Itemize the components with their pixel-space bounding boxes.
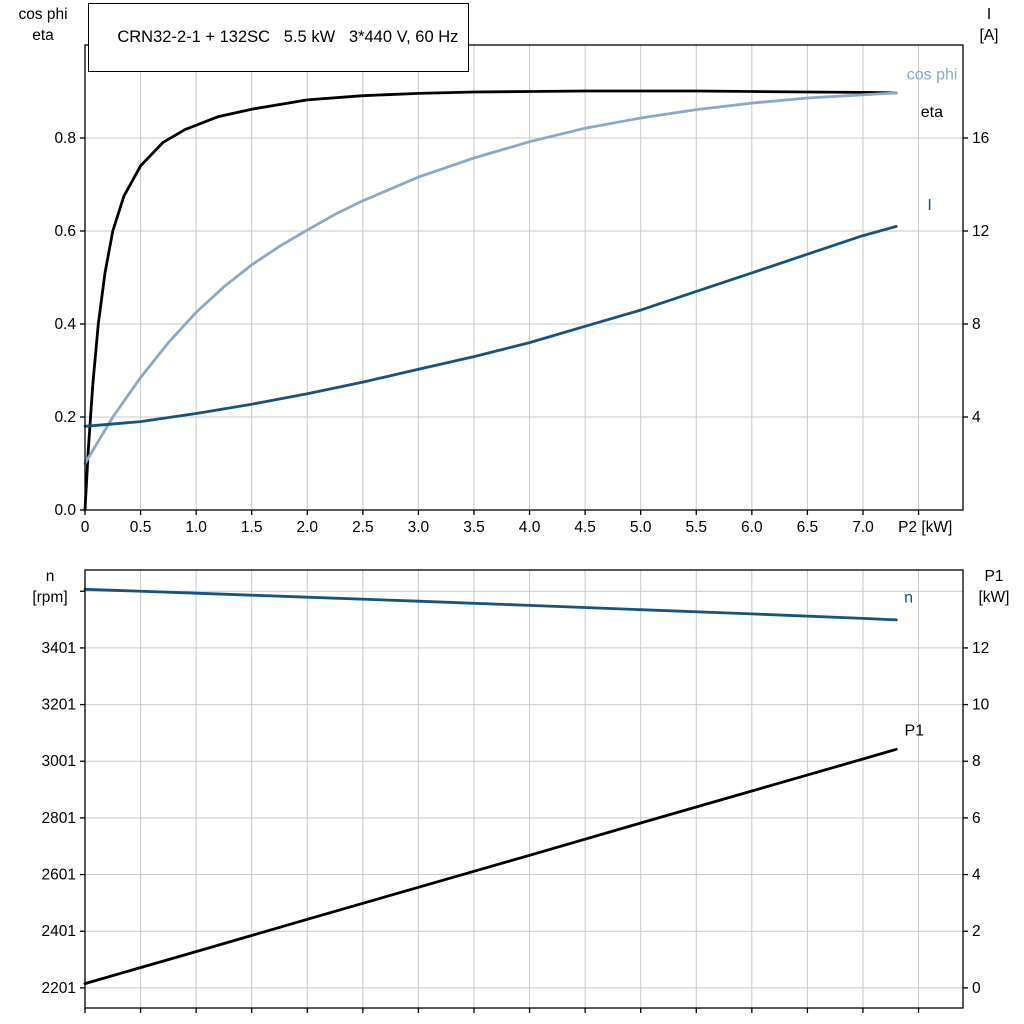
x-tick-label: 6.5	[797, 519, 819, 536]
x-tick-label: 2.5	[352, 519, 374, 536]
x-tick-label: 4.0	[519, 519, 541, 536]
curve-n	[83, 587, 898, 622]
y-right-tick-label: 4	[972, 409, 981, 426]
axis-title-current-unit: [A]	[979, 27, 999, 44]
y-right-tick-label: 0	[972, 980, 981, 997]
curve-label-P1: P1	[905, 723, 925, 740]
y-left-tick-label: 3401	[42, 640, 76, 657]
top-left-axis-title: cos phi eta	[8, 4, 78, 46]
x-tick-label: 1.0	[185, 519, 207, 536]
y-right-tick-label: 8	[972, 316, 981, 333]
curve-P1	[83, 747, 898, 985]
y-right-tick-label: 16	[972, 130, 989, 147]
x-tick-label: 3.0	[408, 519, 430, 536]
plot-frame	[84, 44, 964, 511]
y-left-tick-label: 2801	[42, 810, 76, 827]
y-right-tick-label: 10	[972, 697, 990, 714]
x-tick-label: 0.5	[130, 519, 152, 536]
bottom-right-axis-title: P1 [kW]	[966, 566, 1022, 608]
axis-title-cos-phi: cos phi	[18, 6, 68, 23]
bottom-left-axis-title: n [rpm]	[16, 566, 84, 608]
y-right-tick-label: 2	[972, 923, 981, 940]
x-tick-label: 6.0	[741, 519, 763, 536]
axis-title-eta: eta	[32, 27, 54, 44]
chart-title: CRN32-2-1 + 132SC 5.5 kW 3*440 V, 60 Hz	[117, 28, 459, 46]
x-tick-label: 3.5	[463, 519, 485, 536]
x-tick-label: 5.0	[630, 519, 652, 536]
curve-cos-phi	[83, 91, 898, 465]
x-tick-label: 5.5	[685, 519, 707, 536]
curve-label-eta: eta	[921, 104, 943, 121]
y-right-tick-label: 12	[972, 640, 989, 657]
axis-title-current: I	[986, 6, 992, 23]
y-left-tick-label: 3001	[42, 753, 76, 770]
chart-title-box: CRN32-2-1 + 132SC 5.5 kW 3*440 V, 60 Hz	[88, 3, 470, 72]
x-axis-unit-label: P2 [kW]	[898, 519, 952, 536]
y-right-tick-label: 8	[972, 753, 981, 770]
y-left-tick-label: 0.2	[54, 409, 76, 426]
x-tick-label: 2.0	[296, 519, 318, 536]
y-left-tick-label: 2201	[42, 980, 76, 997]
axis-title-speed: n	[45, 568, 55, 585]
top-right-axis-title: I [A]	[962, 4, 1016, 46]
y-left-tick-label: 0.0	[54, 502, 76, 519]
y-right-tick-label: 6	[972, 810, 981, 827]
x-tick-label: 1.5	[241, 519, 263, 536]
axis-title-p1: P1	[984, 568, 1004, 585]
y-left-tick-label: 2401	[42, 923, 76, 940]
curve-eta	[83, 89, 898, 512]
plot-frame	[84, 569, 964, 1009]
curve-label-n: n	[904, 589, 913, 606]
axis-title-speed-unit: [rpm]	[32, 589, 68, 606]
y-left-tick-label: 0.8	[54, 130, 76, 147]
y-left-tick-label: 2601	[42, 867, 76, 884]
axis-title-p1-unit: [kW]	[978, 589, 1010, 606]
x-tick-label: 0	[81, 519, 90, 536]
y-right-tick-label: 4	[972, 867, 981, 884]
y-right-tick-label: 12	[972, 223, 989, 240]
x-tick-label: 7.0	[852, 519, 874, 536]
curve-I	[83, 224, 898, 428]
curve-label-I: I	[927, 197, 931, 214]
y-left-tick-label: 0.6	[54, 223, 76, 240]
x-tick-label: 4.5	[574, 519, 596, 536]
curve-label-cos-phi: cos phi	[907, 66, 958, 83]
y-left-tick-label: 0.4	[54, 316, 76, 333]
y-left-tick-label: 3201	[42, 697, 76, 714]
